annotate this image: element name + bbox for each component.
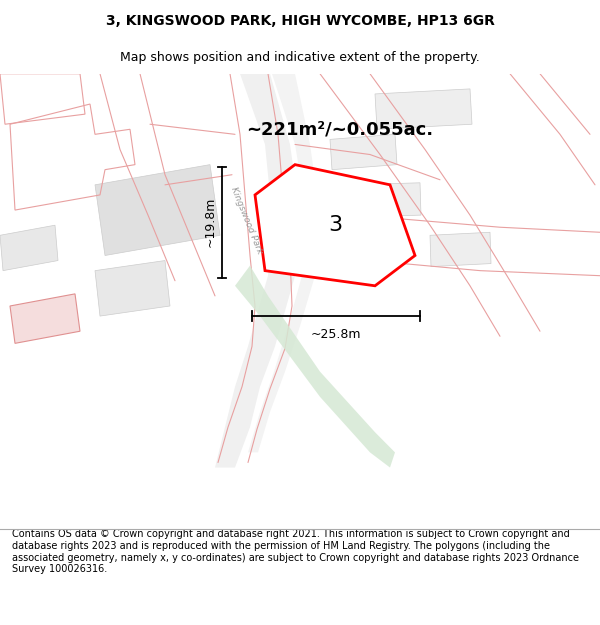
Text: ~19.8m: ~19.8m	[203, 197, 217, 248]
Polygon shape	[95, 261, 170, 316]
Polygon shape	[255, 164, 415, 286]
Polygon shape	[215, 74, 300, 468]
Polygon shape	[235, 266, 395, 468]
Text: 3, KINGSWOOD PARK, HIGH WYCOMBE, HP13 6GR: 3, KINGSWOOD PARK, HIGH WYCOMBE, HP13 6G…	[106, 14, 494, 28]
Polygon shape	[0, 225, 58, 271]
Text: ~221m²/~0.055ac.: ~221m²/~0.055ac.	[247, 120, 434, 138]
Polygon shape	[10, 294, 80, 343]
Polygon shape	[375, 89, 472, 129]
Polygon shape	[430, 232, 491, 267]
Text: Contains OS data © Crown copyright and database right 2021. This information is : Contains OS data © Crown copyright and d…	[12, 529, 579, 574]
Text: 3: 3	[328, 215, 342, 235]
Polygon shape	[350, 182, 421, 217]
Text: Kingswood Park: Kingswood Park	[229, 186, 265, 255]
Polygon shape	[95, 164, 220, 256]
Text: ~25.8m: ~25.8m	[311, 328, 361, 341]
Polygon shape	[248, 74, 320, 452]
Polygon shape	[330, 134, 397, 169]
Text: Map shows position and indicative extent of the property.: Map shows position and indicative extent…	[120, 51, 480, 64]
